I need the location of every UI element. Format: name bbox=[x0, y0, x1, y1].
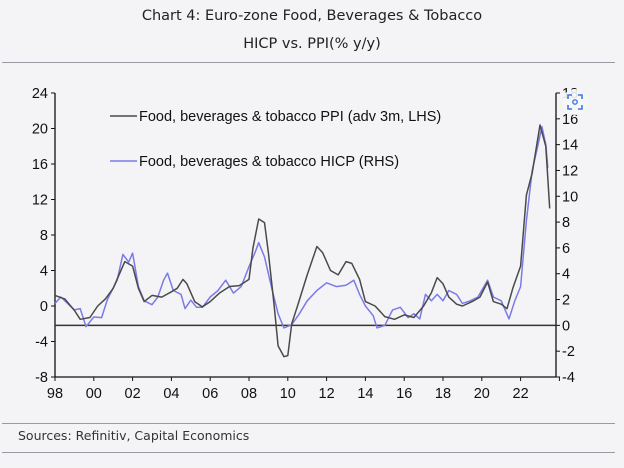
chart-title-line1: Chart 4: Euro-zone Food, Beverages & Tob… bbox=[141, 8, 483, 24]
x-tick-label: 04 bbox=[163, 386, 179, 402]
y-left-tick-label: -4 bbox=[35, 335, 48, 351]
y-left-tick-label: 0 bbox=[40, 299, 48, 315]
y-right-tick-label: 14 bbox=[562, 138, 578, 154]
y-left-tick-label: 16 bbox=[32, 157, 48, 173]
y-right-tick-label: 10 bbox=[562, 189, 578, 205]
divider-top bbox=[2, 62, 615, 63]
x-tick-label: 14 bbox=[357, 386, 373, 402]
y-right-tick-label: 0 bbox=[562, 318, 570, 334]
source-note: Sources: Refinitiv, Capital Economics bbox=[18, 428, 250, 443]
legend-label-ppi: Food, beverages & tobacco PPI (adv 3m, L… bbox=[139, 109, 441, 125]
x-tick-label: 20 bbox=[474, 386, 490, 402]
x-tick-label: 12 bbox=[319, 386, 335, 402]
x-tick-label: 00 bbox=[86, 386, 102, 402]
x-tick-label: 08 bbox=[241, 386, 257, 402]
y-left-tick-label: 8 bbox=[40, 228, 48, 244]
y-right-tick-label: 16 bbox=[562, 112, 578, 128]
x-tick-label: 98 bbox=[47, 386, 63, 402]
legend: Food, beverages & tobacco PPI (adv 3m, L… bbox=[110, 109, 441, 170]
y-left-tick-label: -8 bbox=[35, 370, 48, 386]
y-left-tick-label: 12 bbox=[32, 193, 48, 209]
divider-source-top bbox=[2, 423, 615, 424]
y-right-tick-label: 4 bbox=[562, 267, 570, 283]
x-tick-label: 22 bbox=[513, 386, 529, 402]
scan-icon[interactable] bbox=[562, 89, 588, 115]
y-right-tick-label: 6 bbox=[562, 241, 570, 257]
x-tick-label: 02 bbox=[125, 386, 141, 402]
series-line-ppi bbox=[54, 124, 551, 358]
y-right-tick-label: 8 bbox=[562, 215, 570, 231]
y-left-tick-label: 24 bbox=[32, 86, 48, 102]
y-right-tick-label: -4 bbox=[562, 370, 575, 386]
y-left-tick-label: 20 bbox=[32, 122, 48, 138]
y-right-tick-label: 2 bbox=[562, 293, 570, 309]
chart-title-line2: HICP vs. PPI(% y/y) bbox=[243, 36, 381, 52]
x-tick-label: 10 bbox=[280, 386, 296, 402]
y-right-tick-label: 12 bbox=[562, 163, 578, 179]
x-tick-label: 18 bbox=[435, 386, 451, 402]
x-tick-label: 06 bbox=[202, 386, 218, 402]
legend-label-hicp: Food, beverages & tobacco HICP (RHS) bbox=[139, 154, 399, 170]
x-tick-label: 16 bbox=[396, 386, 412, 402]
divider-bottom bbox=[2, 452, 615, 453]
y-left-tick-label: 4 bbox=[40, 264, 48, 280]
y-right-tick-label: -2 bbox=[562, 344, 575, 360]
